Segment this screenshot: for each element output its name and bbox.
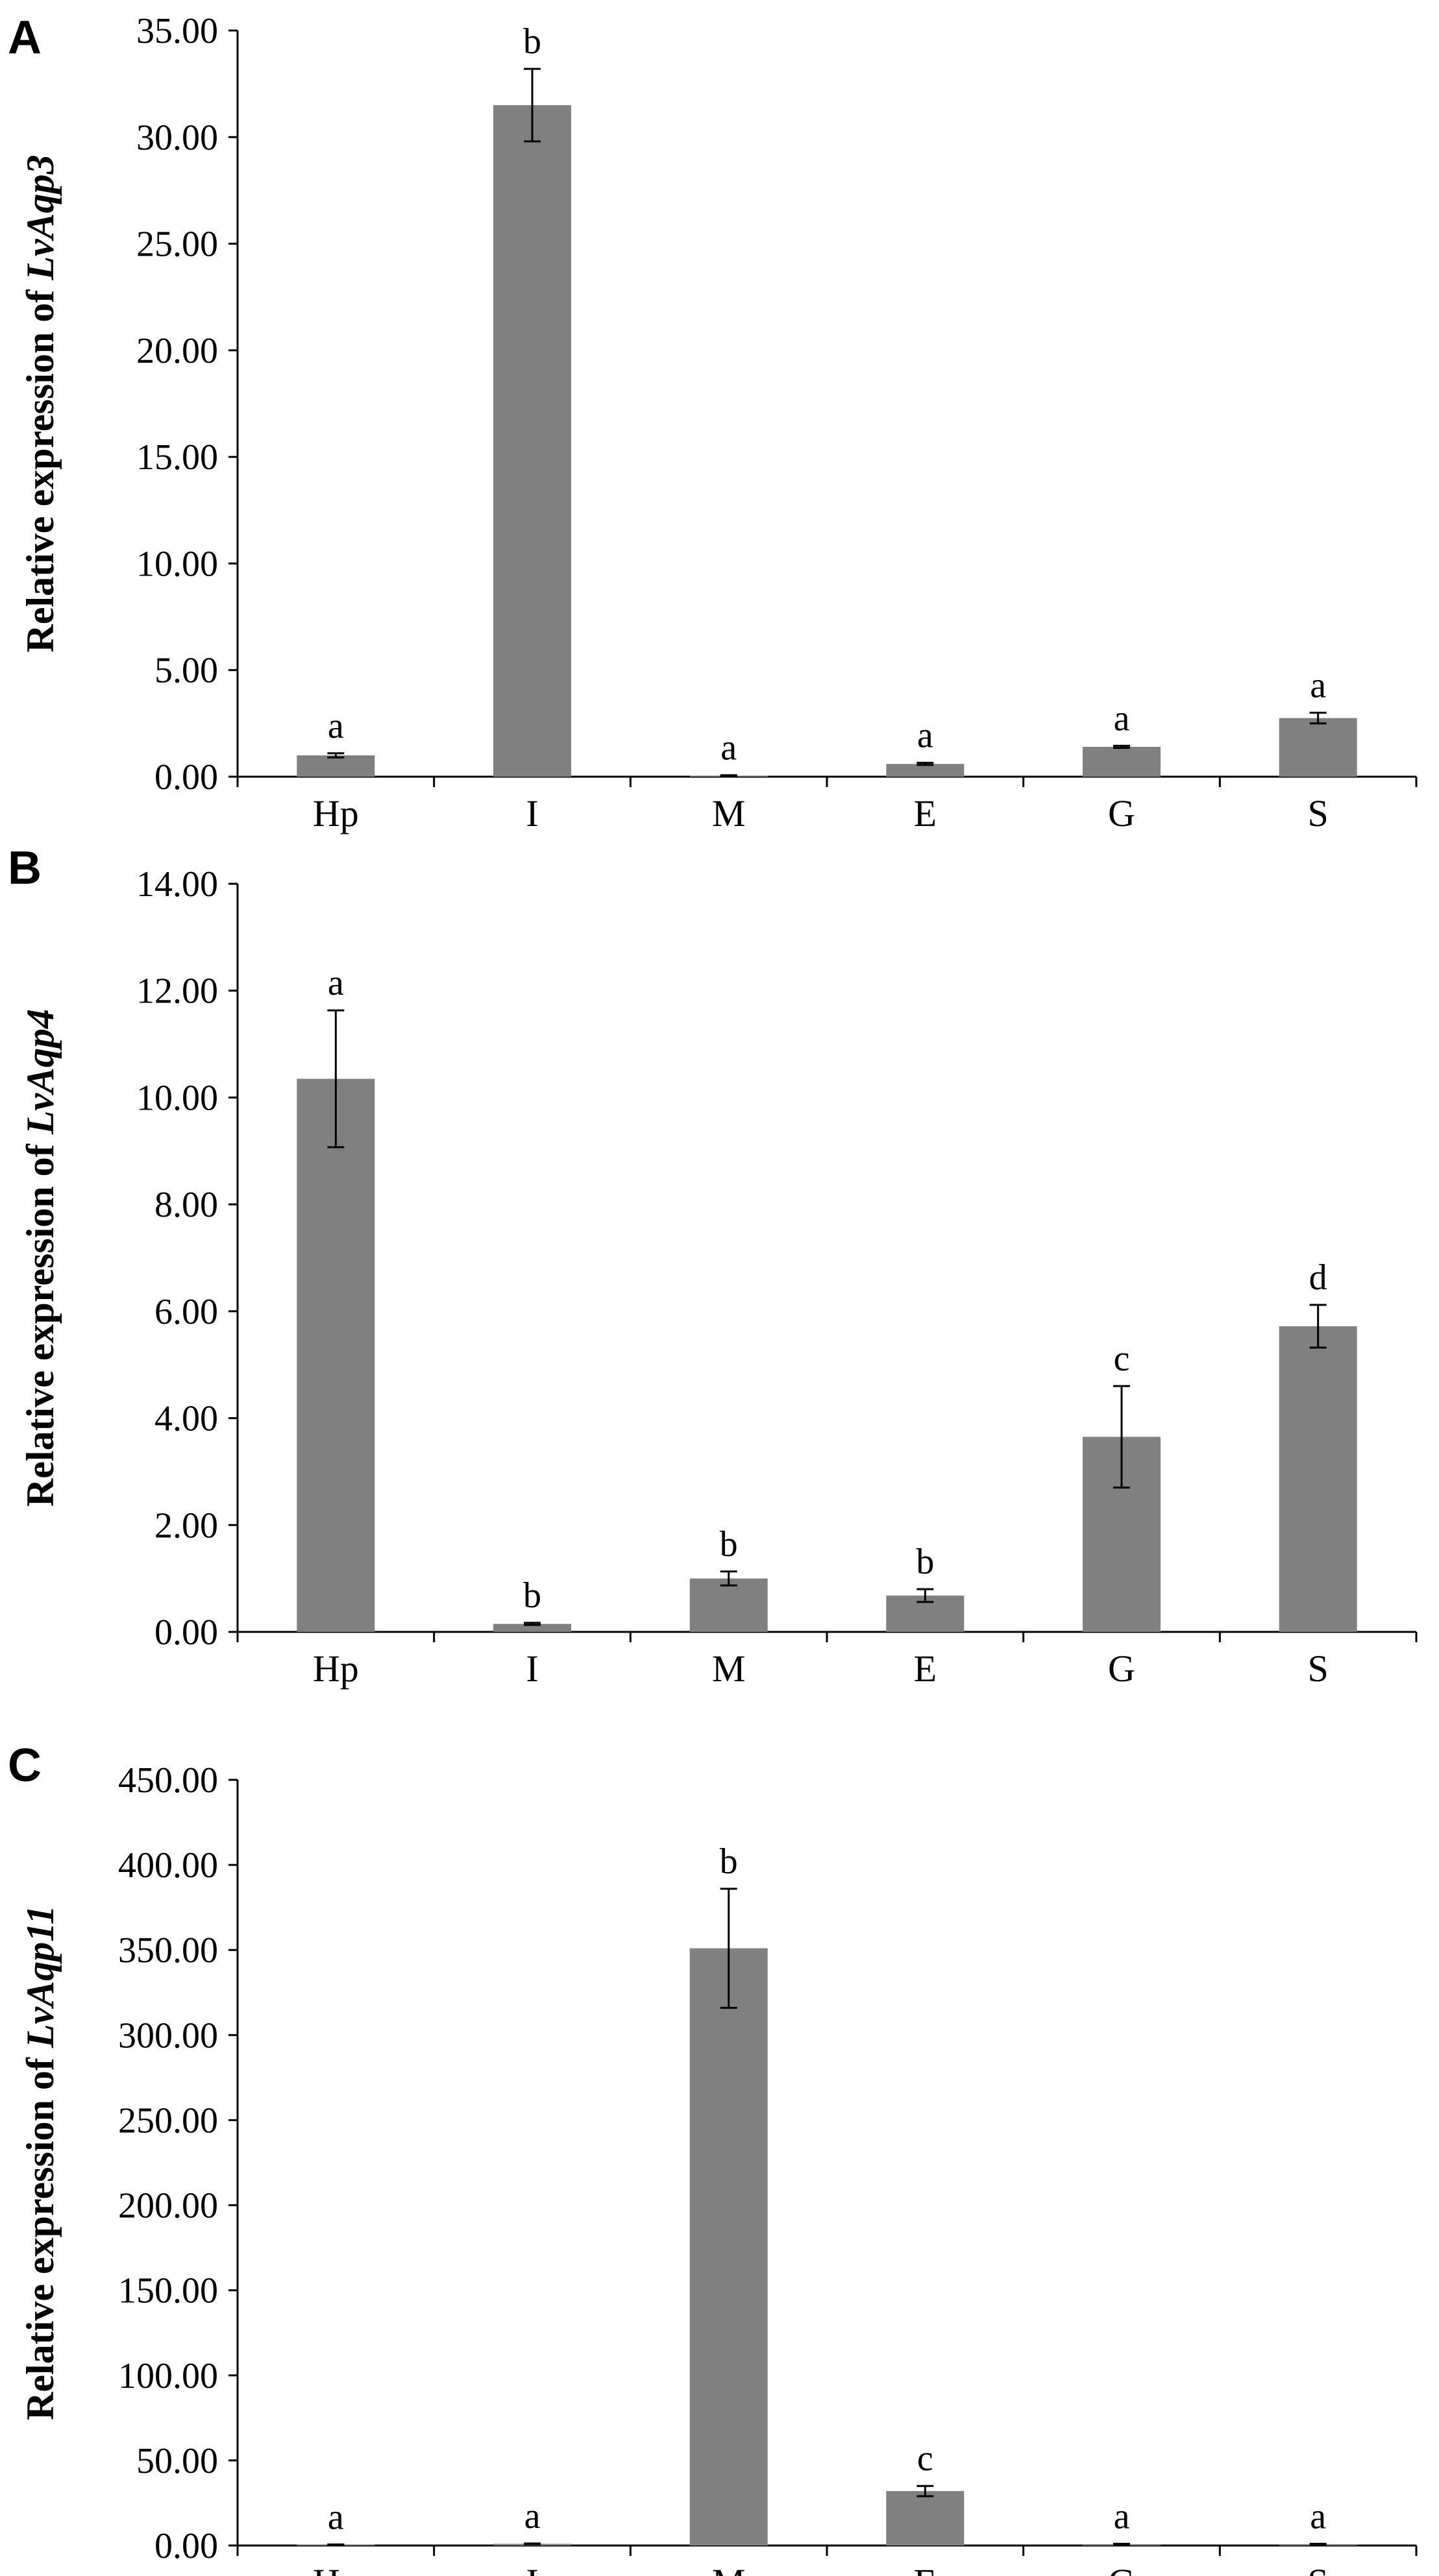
y-tick-label: 12.00	[136, 971, 218, 1012]
y-tick-label: 10.00	[136, 1078, 218, 1118]
significance-label-S: a	[1310, 2496, 1326, 2536]
x-category-label-I: I	[526, 2561, 538, 2576]
y-axis-label-gene: LvAqp4	[19, 1009, 62, 1135]
y-axis-label-prefix: Relative expression of	[19, 280, 62, 653]
panel-letter-A: A	[8, 12, 42, 64]
bar-S	[1279, 1326, 1357, 1632]
y-tick-label: 30.00	[136, 117, 218, 158]
x-category-label-M: M	[712, 792, 746, 834]
y-tick-label: 15.00	[136, 437, 218, 478]
panel-letter-C: C	[8, 1740, 42, 1792]
x-category-label-M: M	[712, 2561, 746, 2576]
significance-label-E: c	[917, 2438, 933, 2479]
x-category-label-I: I	[526, 1647, 538, 1690]
significance-label-M: a	[720, 728, 737, 768]
significance-label-S: a	[1310, 665, 1326, 705]
significance-label-I: a	[524, 2496, 541, 2536]
y-tick-label: 300.00	[118, 2015, 218, 2056]
x-category-label-M: M	[712, 1647, 746, 1690]
significance-label-M: b	[720, 1841, 738, 1882]
panel-letter-B: B	[8, 842, 42, 894]
bar-I	[493, 1623, 571, 1632]
y-tick-label: 0.00	[154, 2526, 218, 2566]
x-category-label-E: E	[914, 1647, 937, 1690]
x-category-label-S: S	[1308, 1647, 1329, 1690]
x-category-label-S: S	[1308, 792, 1329, 834]
significance-label-I: b	[523, 21, 541, 62]
significance-label-S: d	[1309, 1258, 1327, 1298]
y-axis-label-prefix: Relative expression of	[19, 1134, 62, 1507]
y-tick-label: 100.00	[118, 2356, 218, 2396]
bar-Hp	[297, 755, 375, 777]
significance-label-Hp: a	[328, 963, 344, 1003]
x-category-label-Hp: Hp	[313, 2561, 359, 2576]
y-tick-label: 250.00	[118, 2100, 218, 2141]
y-tick-label: 6.00	[154, 1292, 218, 1332]
y-tick-label: 4.00	[154, 1399, 218, 1439]
x-category-label-G: G	[1108, 792, 1135, 834]
y-tick-label: 0.00	[154, 757, 218, 797]
y-tick-label: 350.00	[118, 1930, 218, 1971]
y-tick-label: 2.00	[154, 1505, 218, 1546]
bar-I	[493, 105, 571, 777]
y-tick-label: 14.00	[136, 864, 218, 905]
y-tick-label: 5.00	[154, 651, 218, 691]
y-tick-label: 10.00	[136, 544, 218, 584]
significance-label-G: a	[1114, 698, 1130, 738]
bar-Hp	[297, 1078, 375, 1632]
x-category-label-E: E	[914, 792, 937, 834]
significance-label-G: a	[1114, 2496, 1130, 2536]
bar-E	[886, 2491, 965, 2546]
x-category-label-E: E	[914, 2561, 937, 2576]
y-tick-label: 450.00	[118, 1760, 218, 1801]
significance-label-M: b	[720, 1524, 738, 1564]
significance-label-Hp: a	[328, 706, 344, 746]
y-axis-label-gene: LvAqp3	[19, 154, 62, 280]
y-axis-label: Relative expression of LvAqp4	[19, 1009, 62, 1507]
bar-E	[886, 764, 965, 777]
x-category-label-S: S	[1308, 2561, 1329, 2576]
y-axis-label-prefix: Relative expression of	[19, 2048, 62, 2420]
significance-label-G: c	[1114, 1339, 1130, 1379]
x-category-label-Hp: Hp	[313, 792, 359, 834]
significance-label-I: b	[523, 1575, 541, 1616]
bar-M	[689, 1948, 768, 2546]
y-tick-label: 25.00	[136, 225, 218, 265]
y-tick-label: 35.00	[136, 11, 218, 51]
y-tick-label: 20.00	[136, 331, 218, 371]
y-axis-label-gene: LvAqp11	[19, 1905, 62, 2048]
x-category-label-G: G	[1108, 2561, 1135, 2576]
x-category-label-Hp: Hp	[313, 1647, 359, 1690]
y-tick-label: 400.00	[118, 1845, 218, 1886]
bar-G	[1083, 747, 1161, 777]
y-tick-label: 50.00	[136, 2441, 218, 2481]
y-axis-label: Relative expression of LvAqp3	[19, 154, 62, 652]
y-axis-label: Relative expression of LvAqp11	[19, 1905, 62, 2420]
x-category-label-G: G	[1108, 1647, 1135, 1690]
y-tick-label: 8.00	[154, 1185, 218, 1225]
y-tick-label: 150.00	[118, 2271, 218, 2311]
y-tick-label: 200.00	[118, 2186, 218, 2226]
significance-label-E: b	[916, 1542, 934, 1582]
y-tick-label: 0.00	[154, 1612, 218, 1653]
bar-S	[1279, 718, 1357, 777]
x-category-label-I: I	[526, 792, 538, 834]
significance-label-Hp: a	[328, 2497, 344, 2537]
bar-M	[689, 1578, 768, 1632]
significance-label-E: a	[917, 716, 933, 756]
